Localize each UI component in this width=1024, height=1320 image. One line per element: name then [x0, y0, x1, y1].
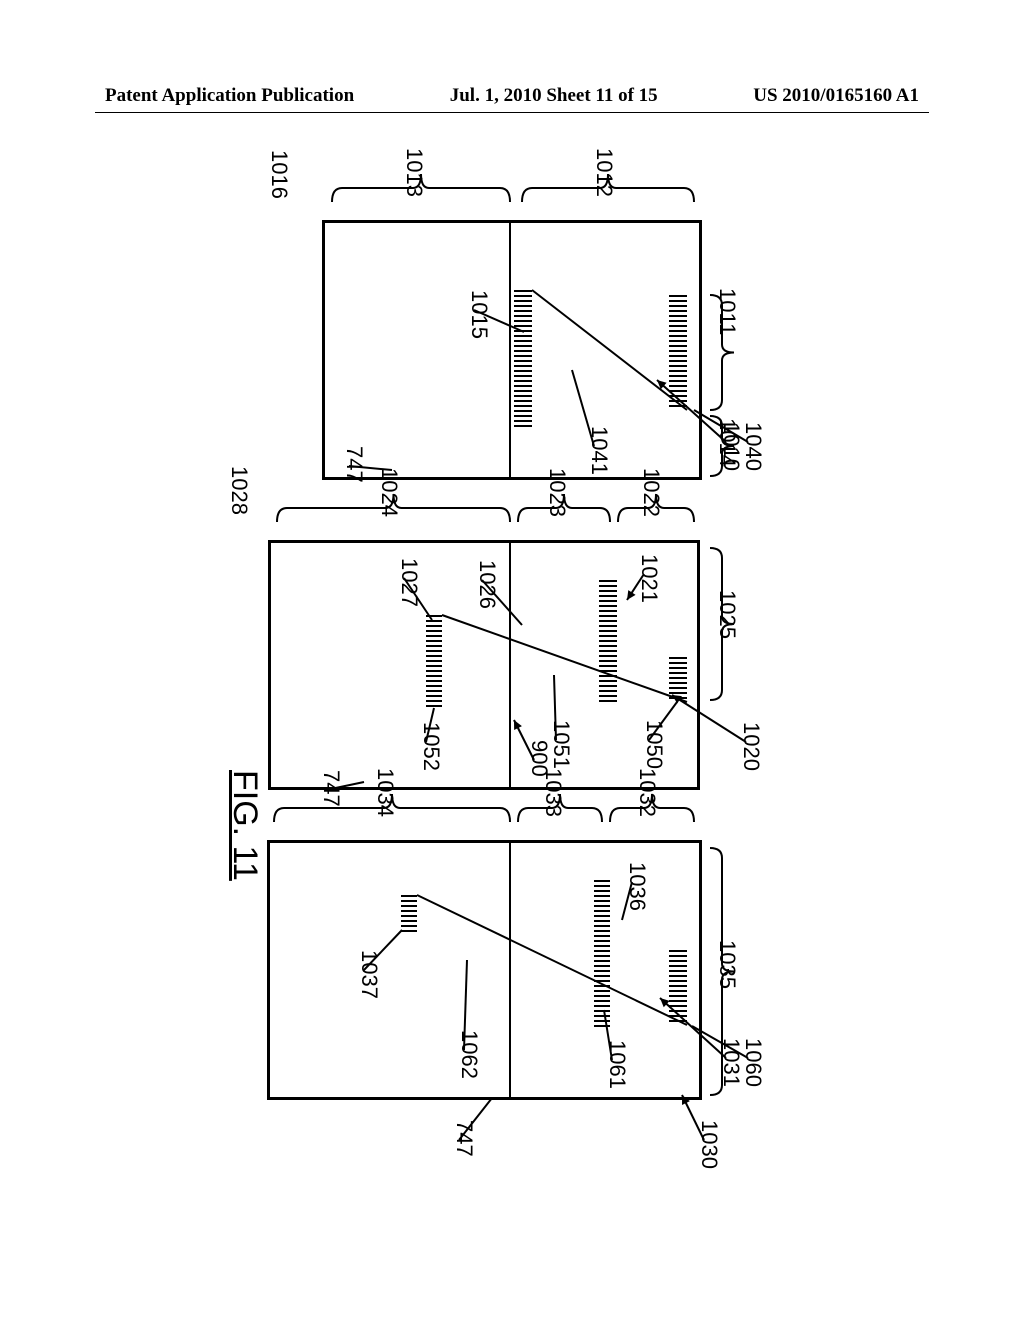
header-pub-number: US 2010/0165160 A1: [753, 85, 919, 107]
page-header: Patent Application Publication Jul. 1, 2…: [0, 85, 1024, 107]
reference-label: 747: [451, 1120, 477, 1157]
figure-area: FIG. 11 10121013101110141022102310241025…: [112, 160, 912, 1160]
figure-rotated: FIG. 11 10121013101110141022102310241025…: [202, 160, 822, 1160]
leader-line: [202, 160, 822, 1160]
header-date-sheet: Jul. 1, 2010 Sheet 11 of 15: [450, 85, 658, 107]
header-pub: Patent Application Publication: [105, 85, 354, 107]
header-rule: [95, 112, 929, 113]
